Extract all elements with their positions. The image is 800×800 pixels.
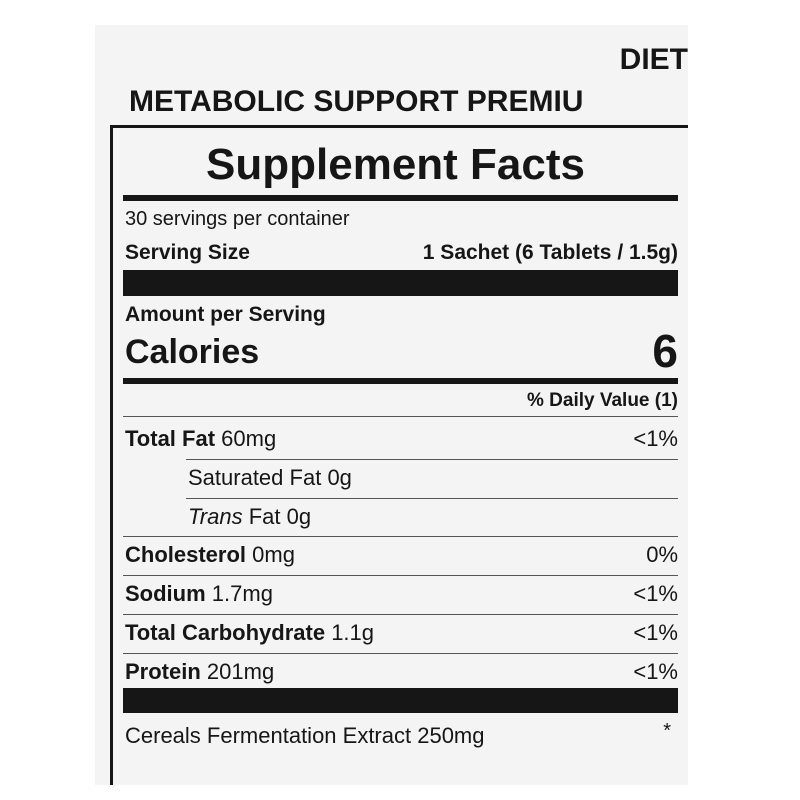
nutrient-row: Total Carbohydrate 1.1g	[125, 620, 374, 646]
label-card: DIET METABOLIC SUPPORT PREMIU Supplement…	[95, 25, 688, 785]
nutrient-amount: 0g	[286, 503, 312, 529]
calories-value: 6	[652, 325, 678, 377]
black-bar	[123, 270, 678, 296]
nutrient-amount: 201mg	[206, 658, 275, 684]
nutrient-dv: <1%	[633, 658, 678, 684]
nutrient-dv: <1%	[633, 581, 678, 607]
nutrient-name: Fat	[248, 503, 281, 529]
nutrient-row: Protein 201mg	[125, 659, 274, 685]
nutrient-name: Protein	[125, 658, 201, 684]
nutrient-prefix: Trans	[188, 503, 243, 529]
nutrient-amount: 1.7mg	[211, 581, 273, 607]
thin-rule	[123, 536, 678, 538]
serving-size-value: 1 Sachet (6 Tablets / 1.5g)	[422, 241, 678, 264]
serving-size-label: Serving Size	[125, 241, 250, 264]
nutrient-name: Total Carbohydrate	[125, 620, 326, 645]
black-bar	[123, 688, 678, 713]
nutrient-amount: 0mg	[252, 542, 295, 568]
thin-rule	[123, 416, 678, 417]
calories-label: Calories	[125, 333, 260, 371]
header-line1: DIET	[619, 43, 688, 76]
servings: 30 servings per container	[125, 208, 350, 230]
nutrient-name: Cholesterol	[125, 542, 247, 568]
thick-rule	[123, 195, 678, 201]
nutrient-amount: 1.1g	[331, 620, 375, 645]
nutrient-name: Saturated Fat	[188, 464, 322, 490]
nutrient-dv: <1%	[633, 426, 678, 451]
facts-title: Supplement Facts	[206, 140, 585, 189]
nutrient-row: Sodium 1.7mg	[125, 581, 273, 607]
nutrient-amount: 60mg	[221, 426, 277, 451]
nutrient-row: Total Fat 60mg	[125, 426, 276, 452]
nutrient-dv: 0%	[646, 542, 678, 568]
nutrient-row: Trans Fat 0g	[188, 504, 311, 530]
nutrient-amount: 0g	[327, 464, 352, 490]
nutrient-row: Saturated Fat 0g	[188, 465, 352, 491]
extra-dv: *	[663, 720, 671, 742]
thin-rule	[186, 497, 678, 499]
header-line2: METABOLIC SUPPORT PREMIU	[129, 85, 584, 118]
extra-name: Cereals Fermentation Extract 250mg	[125, 723, 485, 748]
nutrient-name: Sodium	[125, 581, 206, 607]
thin-rule	[186, 458, 678, 460]
daily-value-header: % Daily Value (1)	[526, 390, 678, 411]
nutrient-name: Total Fat	[125, 426, 216, 451]
thin-rule	[123, 614, 678, 615]
amount-per-serving: Amount per Serving	[125, 303, 326, 326]
thin-rule	[123, 652, 678, 654]
facts-panel: Supplement Facts 30 servings per contain…	[110, 125, 688, 785]
nutrient-row: Cholesterol 0mg	[125, 542, 295, 568]
thick-rule	[123, 378, 678, 384]
thin-rule	[123, 575, 678, 577]
nutrient-dv: <1%	[633, 620, 678, 645]
